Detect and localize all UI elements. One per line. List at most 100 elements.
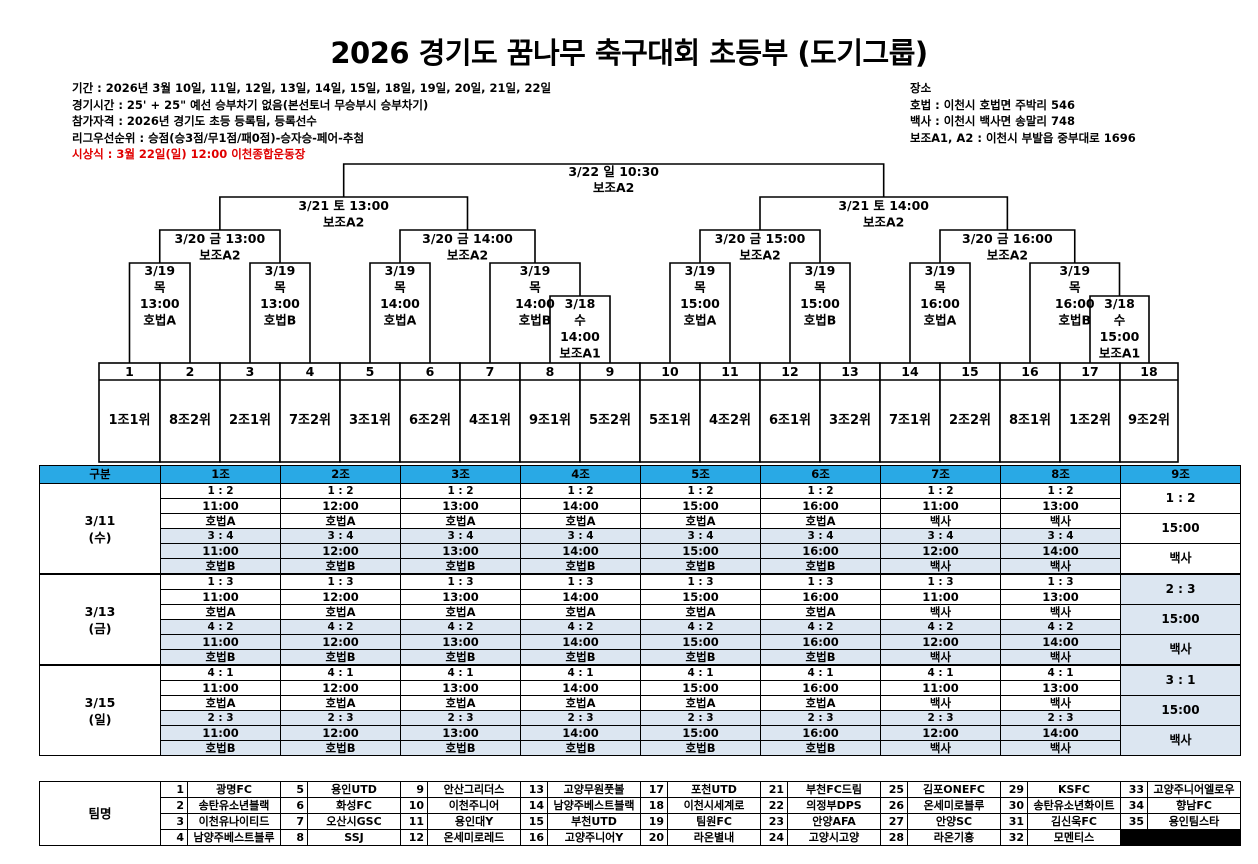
schedule-cell: 1 : 2	[880, 483, 1001, 499]
team-number: 12	[400, 829, 428, 846]
seed-label: 5조1위	[649, 413, 691, 428]
schedule-cell: 14:00	[1000, 634, 1121, 650]
schedule-row: 11:00 12:00 13:00 14:00 15:00 16:00 12:00 14:00…	[40, 543, 1241, 575]
schedule-row: 호법A 호법A 호법A 호법A 호법A 호법A 백사 백사 15:00	[40, 604, 1241, 635]
group9-cell: 백사	[1120, 725, 1241, 756]
seed-label: 4조2위	[709, 413, 751, 428]
round16-match-label: 목	[1069, 280, 1081, 295]
seed-slot-number: 7	[486, 364, 495, 379]
schedule-cell: 호법A	[760, 513, 881, 529]
final-bracket	[342, 163, 885, 197]
team-number: 17	[640, 781, 668, 798]
schedule-cell: 16:00	[760, 589, 881, 605]
schedule-cell: 4 : 1	[160, 664, 281, 681]
team-number: 9	[400, 781, 428, 798]
prelim-match-label: 3/18	[1104, 296, 1135, 311]
prelim-match-label: 14:00	[560, 329, 600, 344]
team-number: 1	[160, 781, 188, 798]
team-name: 오산시GSC	[307, 813, 401, 830]
seed-slot-number: 18	[1140, 364, 1157, 379]
seed-label: 3조2위	[829, 413, 871, 428]
schedule-cell: 1 : 2	[1000, 483, 1121, 499]
info-eligibility: 참가자격 : 2026년 경기도 초등 등록팀, 등록선수	[72, 114, 317, 128]
schedule-cell: 11:00	[160, 543, 281, 559]
schedule-cell: 15:00	[640, 589, 761, 605]
semifinal-label: 보조A2	[863, 215, 904, 230]
semifinal-label: 3/21 토 13:00	[298, 198, 389, 213]
team-number: 29	[1000, 781, 1028, 798]
team-number: 21	[760, 781, 788, 798]
group-header: 4조	[520, 465, 641, 484]
seed-slot-number: 17	[1081, 364, 1098, 379]
round16-match-label: 3/19	[520, 263, 551, 278]
schedule-cell: 11:00	[880, 680, 1001, 696]
final-label: 3/22 일 10:30	[568, 164, 659, 179]
seed-slot-number: 5	[366, 364, 375, 379]
round16-match-label: 목	[694, 280, 706, 295]
schedule-cell: 15:00	[640, 634, 761, 650]
group9-cell: 15:00	[1120, 513, 1241, 544]
quarterfinal-label: 보조A2	[447, 248, 488, 263]
schedule-cell: 호법A	[760, 604, 881, 620]
schedule-cell: 4 : 1	[880, 664, 1001, 681]
schedule-cell: 4 : 2	[400, 619, 521, 635]
schedule-cell: 1 : 3	[160, 573, 281, 590]
seed-slot-number: 2	[186, 364, 195, 379]
prelim-match-label: 수	[574, 313, 586, 328]
schedule-cell: 호법B	[640, 740, 761, 756]
seed-slot-number: 14	[901, 364, 919, 379]
schedule-cell: 호법B	[400, 558, 521, 575]
team-list-table: 팀명 1 광명FC 5 용인UTD 9 안산그리더스 13 고양무원풋볼 17 포천UTD 21 부천F…	[39, 781, 1241, 846]
schedule-cell: 13:00	[400, 498, 521, 514]
schedule-date-cell: 3/15 (일)	[39, 664, 161, 756]
schedule-cell: 4 : 2	[160, 619, 281, 635]
schedule-cell: 4 : 2	[640, 619, 761, 635]
schedule-cell: 11:00	[160, 498, 281, 514]
schedule-cell: 1 : 2	[760, 483, 881, 499]
schedule-cell: 1 : 2	[280, 483, 401, 499]
team-name: 의정부DPS	[787, 797, 881, 814]
team-number: 18	[640, 797, 668, 814]
team-name: 라온별내	[667, 829, 761, 846]
seed-slot-number: 1	[125, 364, 134, 379]
tournament-bracket: 1 1조1위 2 8조2위 3 2조1위 4 7조2위 5 3조1위 6 6조2위 7 4조1위 8 9조1위…	[98, 163, 1179, 463]
schedule-cell: 14:00	[520, 634, 641, 650]
team-name: 이천시세계로	[667, 797, 761, 814]
seed-slot-number: 12	[781, 364, 798, 379]
group-header: 1조	[160, 465, 281, 484]
seed-slot-number: 9	[606, 364, 615, 379]
team-name: 남양주베스트블루	[187, 829, 281, 846]
seed-label: 3조1위	[349, 413, 391, 428]
schedule-cell: 2 : 3	[640, 710, 761, 726]
schedule-cell: 12:00	[280, 498, 401, 514]
team-number: 10	[400, 797, 428, 814]
schedule-cell: 13:00	[400, 589, 521, 605]
schedule-row: 호법A 호법A 호법A 호법A 호법A 호법A 백사 백사 15:00	[40, 513, 1241, 544]
schedule-cell: 12:00	[280, 589, 401, 605]
prelim-match-label: 보조A1	[1099, 346, 1140, 361]
team-row: 3 이천유나이티드 7 오산시GSC 11 용인대Y 15 부천UTD 19 팀원FC 23 안양AF…	[40, 813, 1241, 830]
schedule-row: 11:00 12:00 13:00 14:00 15:00 16:00 12:00 14:00…	[40, 634, 1241, 666]
team-number: 15	[520, 813, 548, 830]
round16-match-label: 16:00	[1055, 296, 1095, 311]
schedule-row: 11:00 12:00 13:00 14:00 15:00 16:00 11:00 13:00	[40, 589, 1241, 605]
team-name: KSFC	[1027, 781, 1121, 798]
schedule-cell: 12:00	[880, 634, 1001, 650]
team-number: 30	[1000, 797, 1028, 814]
team-number: 20	[640, 829, 668, 846]
round16-match-label: 13:00	[260, 296, 300, 311]
schedule-cell: 호법B	[520, 558, 641, 575]
schedule-cell: 11:00	[160, 680, 281, 696]
schedule-cell: 11:00	[160, 634, 281, 650]
schedule-cell: 2 : 3	[160, 710, 281, 726]
quarterfinal-label: 보조A2	[987, 248, 1028, 263]
schedule-cell: 14:00	[520, 680, 641, 696]
round16-match-label: 호법A	[924, 313, 957, 328]
schedule-cell: 13:00	[1000, 589, 1121, 605]
team-name: 부천UTD	[547, 813, 641, 830]
semifinal-label: 보조A2	[323, 215, 364, 230]
schedule-cell: 호법B	[160, 558, 281, 575]
